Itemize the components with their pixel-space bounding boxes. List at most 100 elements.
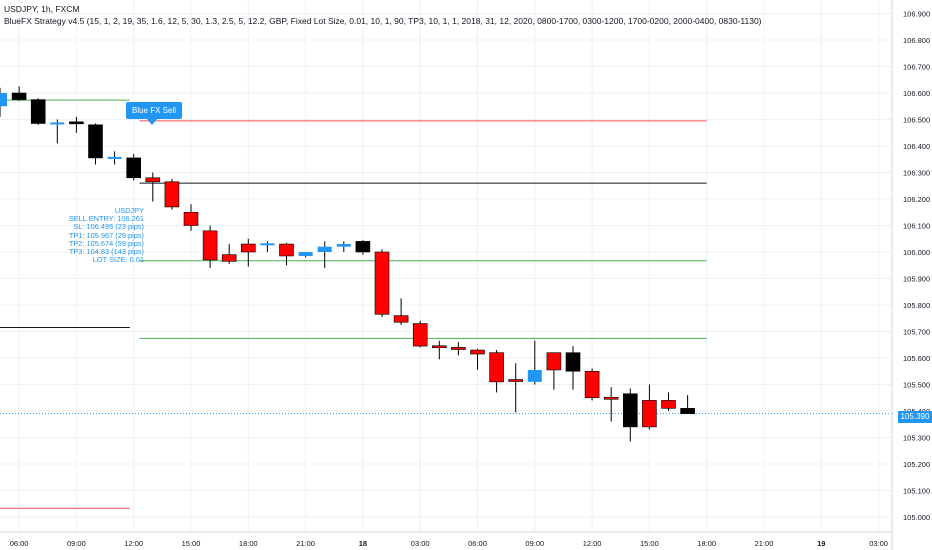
candle [565,346,581,390]
candle-body [221,254,237,262]
candle [279,242,294,266]
price-tick-label: 105.000 [903,513,930,522]
current-price-badge: 105.390 [898,411,932,423]
candle-body [317,246,332,252]
info-tp2: TP2: 105.674 (59 pips) [68,238,144,248]
candle [221,244,237,264]
info-tp3: TP3: 104.83 (143 pips) [68,247,144,257]
grid [0,0,892,532]
price-axis[interactable]: 106.900 106.800 106.700 106.600 106.500 106.4… [903,10,930,523]
strategy-legend[interactable]: BlueFX Strategy v4.5 (15, 1, 2, 19, 35, … [4,16,762,26]
candle-body [202,230,218,261]
candle [241,238,256,267]
candle [527,340,542,385]
candle [470,348,485,370]
candle-body [431,345,447,349]
trade-info-box: USDJPY SELL ENTRY: 106.261 SL: 106.495 (… [30,206,144,264]
candle [355,240,371,255]
candle-body [565,352,581,372]
candle [88,123,103,165]
candle-body [546,352,562,371]
candle-body [0,93,7,107]
price-tick-label: 106.800 [903,36,930,45]
time-axis[interactable]: 06:00 09:00 12:00 15:00 18:00 21:00 18 03:00 06:… [10,539,888,548]
sell-signal-callout: Blue FX Sell [126,102,182,119]
candle [317,241,332,268]
candle-body [88,124,103,159]
time-tick-label: 06:00 [468,539,487,548]
time-tick-label: 09:00 [67,539,86,548]
time-tick-label: 12:00 [124,539,143,548]
candle [680,395,695,414]
candle [642,384,657,430]
candle [622,388,638,442]
candle-body [69,121,84,125]
price-tick-label: 106.100 [903,222,930,231]
candle [202,225,218,268]
candle-body [584,370,600,399]
info-symbol: USDJPY [114,206,144,215]
candle [336,241,351,252]
price-tick-label: 106.900 [903,10,930,19]
time-tick-label: 12:00 [583,539,602,548]
price-tick-label: 105.700 [903,328,930,337]
price-tick-label: 105.200 [903,460,930,469]
candle-body [527,369,542,382]
candle-body [50,122,65,125]
candle [11,86,27,101]
price-tick-label: 105.500 [903,381,930,390]
candle [145,172,161,202]
candle [298,252,313,258]
candle [183,204,199,231]
price-tick-label: 105.900 [903,275,930,284]
info-tp1: TP1: 105.967 (29 pips) [68,230,144,240]
time-tick-label: 15:00 [640,539,659,548]
candle-body [336,244,351,247]
candle-body [241,243,256,253]
candle-body [260,243,275,246]
price-tick-label: 105.600 [903,354,930,363]
candle [164,179,180,210]
candle-body [412,323,428,347]
time-tick-label: 21:00 [296,539,315,548]
candle-body [355,241,371,253]
time-tick-label: 21:00 [755,539,774,548]
candle-body [470,349,485,355]
price-tick-label: 106.300 [903,169,930,178]
candle [546,352,562,390]
candle-body [30,99,46,124]
info-stop-loss: SL: 106.495 (23 pips) [73,222,144,232]
price-tick-label: 106.500 [903,116,930,125]
candle-body [374,251,390,315]
time-tick-label: 03:00 [869,539,888,548]
candle [508,363,524,413]
time-tick-label: 18:00 [697,539,716,548]
time-tick-label: 18 [359,539,367,548]
time-tick-label: 06:00 [10,539,29,548]
candle [412,320,428,348]
candle [661,392,676,411]
sell-signal-pointer [147,119,157,125]
info-sell-entry: SELL ENTRY: 106.261 [68,214,144,224]
candle-body [489,352,504,383]
price-tick-label: 105.800 [903,301,930,310]
candle [69,116,84,133]
price-tick-label: 106.600 [903,89,930,98]
candle [0,87,7,117]
price-tick-label: 106.000 [903,248,930,257]
candle-body [164,181,180,208]
candle-body [642,400,657,428]
price-tick-label: 105.300 [903,434,930,443]
candle [50,119,65,144]
candle-body [680,408,695,414]
candle [107,151,122,165]
price-tick-label: 106.400 [903,142,930,151]
price-tick-label: 106.700 [903,63,930,72]
price-tick-label: 105.100 [903,487,930,496]
candle [30,98,46,125]
candle-body [11,92,27,100]
time-tick-label: 15:00 [182,539,201,548]
candle-body [622,393,638,428]
candle-body [145,177,161,183]
